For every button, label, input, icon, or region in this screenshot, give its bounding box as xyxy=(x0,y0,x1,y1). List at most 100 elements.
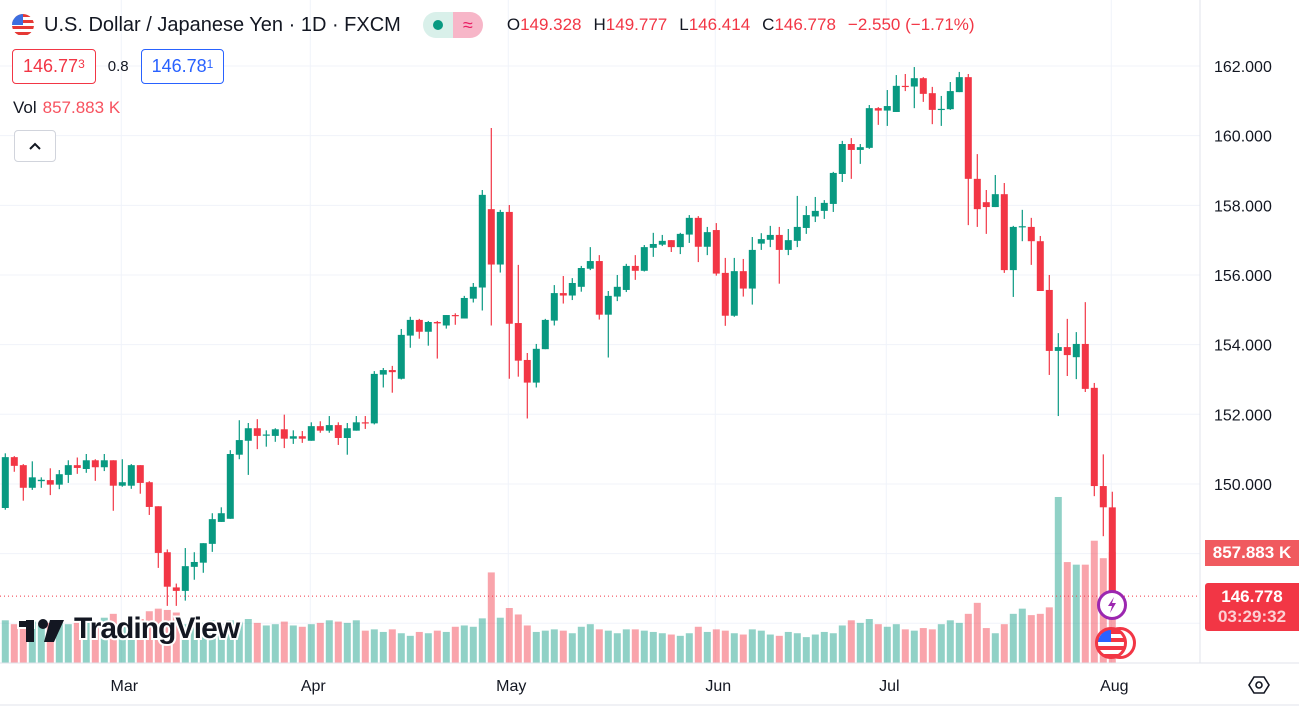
volume-bar xyxy=(487,572,495,663)
time-axis[interactable]: Mar Apr May Jun Jul Aug xyxy=(111,678,1129,695)
volume-bar xyxy=(865,619,873,663)
candle-body xyxy=(208,519,216,544)
event-lightning-marker[interactable] xyxy=(1097,590,1127,620)
ohlc-high: H149.777 xyxy=(593,15,668,34)
candle-body xyxy=(469,286,477,299)
volume-bar xyxy=(190,626,198,663)
volume-bar xyxy=(10,624,18,663)
volume-bar xyxy=(982,628,990,663)
symbol-header: U.S. Dollar / Japanese Yen · 1D · FXCM ≈… xyxy=(12,10,975,40)
volume-bar xyxy=(352,620,360,663)
candle-body xyxy=(586,261,594,269)
candle-body xyxy=(1,457,9,508)
logo-text: TradingView xyxy=(72,610,242,647)
volume-bar xyxy=(577,626,585,663)
trade-buttons: 146.77 3 0.8 146.78 1 xyxy=(12,49,225,84)
volume-legend: Vol 857.883 K xyxy=(13,98,120,118)
candle-body xyxy=(1009,226,1017,271)
candle-body xyxy=(982,202,990,208)
volume-bar xyxy=(46,622,54,663)
us-economic-event-icon[interactable] xyxy=(1095,627,1127,659)
candle-body xyxy=(370,373,378,424)
volume-bar xyxy=(1054,496,1062,663)
volume-bar xyxy=(271,624,279,663)
volume-bar xyxy=(109,613,117,663)
candle-body xyxy=(361,422,369,424)
volume-bar xyxy=(613,633,621,663)
candle-body xyxy=(766,234,774,240)
volume-bar xyxy=(172,612,180,663)
candle-body xyxy=(784,240,792,250)
candle-body xyxy=(181,566,189,591)
candle-body xyxy=(847,144,855,150)
spread-value: 0.8 xyxy=(107,58,129,75)
candle-body xyxy=(226,454,234,519)
volume-bar xyxy=(703,631,711,663)
price-tick-label: 152.000 xyxy=(1214,407,1272,424)
volume-bar xyxy=(307,624,315,663)
volume-bar xyxy=(199,622,207,663)
volume-bar xyxy=(901,629,909,663)
chart-settings-button[interactable] xyxy=(1248,674,1270,701)
volume-bar xyxy=(919,628,927,663)
volume-bar xyxy=(1090,540,1098,663)
volume-value: 857.883 K xyxy=(42,98,121,117)
candle-body xyxy=(343,428,351,438)
ohlc-open: O149.328 xyxy=(506,15,582,34)
price-tick-label: 156.000 xyxy=(1214,268,1272,285)
volume-bar xyxy=(361,630,369,663)
us-flag-icon xyxy=(12,14,34,36)
volume-bar xyxy=(379,631,387,663)
sell-button[interactable]: 146.77 3 xyxy=(12,49,96,84)
volume-bar xyxy=(136,619,144,663)
volume-bar xyxy=(721,630,729,663)
candle-body xyxy=(28,477,36,488)
price-tick-label: 150.000 xyxy=(1214,477,1272,494)
tradingview-logo[interactable]: TradingView xyxy=(16,610,242,647)
volume-bar xyxy=(208,620,216,663)
volume-bar xyxy=(253,622,261,663)
candle-body xyxy=(622,265,630,290)
last-price-badge: 146.778 03:29:32 xyxy=(1205,583,1299,631)
candle-body xyxy=(856,147,864,150)
candle-body xyxy=(577,268,585,287)
volume-bar xyxy=(667,634,675,663)
candle-body xyxy=(91,460,99,468)
bar-countdown: 03:29:32 xyxy=(1217,607,1287,626)
candle-body xyxy=(451,315,459,317)
symbol-title[interactable]: U.S. Dollar / Japanese Yen · 1D · FXCM xyxy=(44,13,401,36)
candle-body xyxy=(919,78,927,94)
tradingview-logo-icon xyxy=(17,619,64,642)
candle-body xyxy=(415,319,423,332)
volume-bar xyxy=(811,634,819,663)
candle-body xyxy=(829,172,837,204)
candle-body xyxy=(271,429,279,436)
candle-body xyxy=(838,144,846,174)
buy-button[interactable]: 146.78 1 xyxy=(140,49,225,84)
volume-bar xyxy=(712,629,720,663)
candle-body xyxy=(163,552,171,587)
collapse-legend-button[interactable] xyxy=(14,130,56,162)
candle-body xyxy=(253,428,261,436)
candle-body xyxy=(559,293,567,296)
candle-body xyxy=(946,91,954,110)
candle-body xyxy=(658,240,666,245)
candle-body xyxy=(514,323,522,361)
candle-body xyxy=(1081,343,1089,389)
candle-body xyxy=(775,234,783,250)
candle-body xyxy=(631,265,639,271)
candle-body xyxy=(397,334,405,379)
volume-bar xyxy=(784,631,792,663)
market-status[interactable]: ≈ xyxy=(422,12,483,38)
volume-bar xyxy=(685,633,693,663)
volume-bar xyxy=(145,611,153,663)
candle-body xyxy=(955,77,963,93)
price-axis[interactable]: 150.000 152.000 154.000 156.000 158.000 160.0… xyxy=(1214,59,1272,494)
volume-bar xyxy=(874,624,882,663)
last-price-value: 146.778 xyxy=(1221,587,1283,606)
candle-body xyxy=(568,282,576,296)
volume-bar xyxy=(820,631,828,663)
time-tick-label: Jul xyxy=(879,678,899,695)
price-tick-label: 158.000 xyxy=(1214,198,1272,215)
